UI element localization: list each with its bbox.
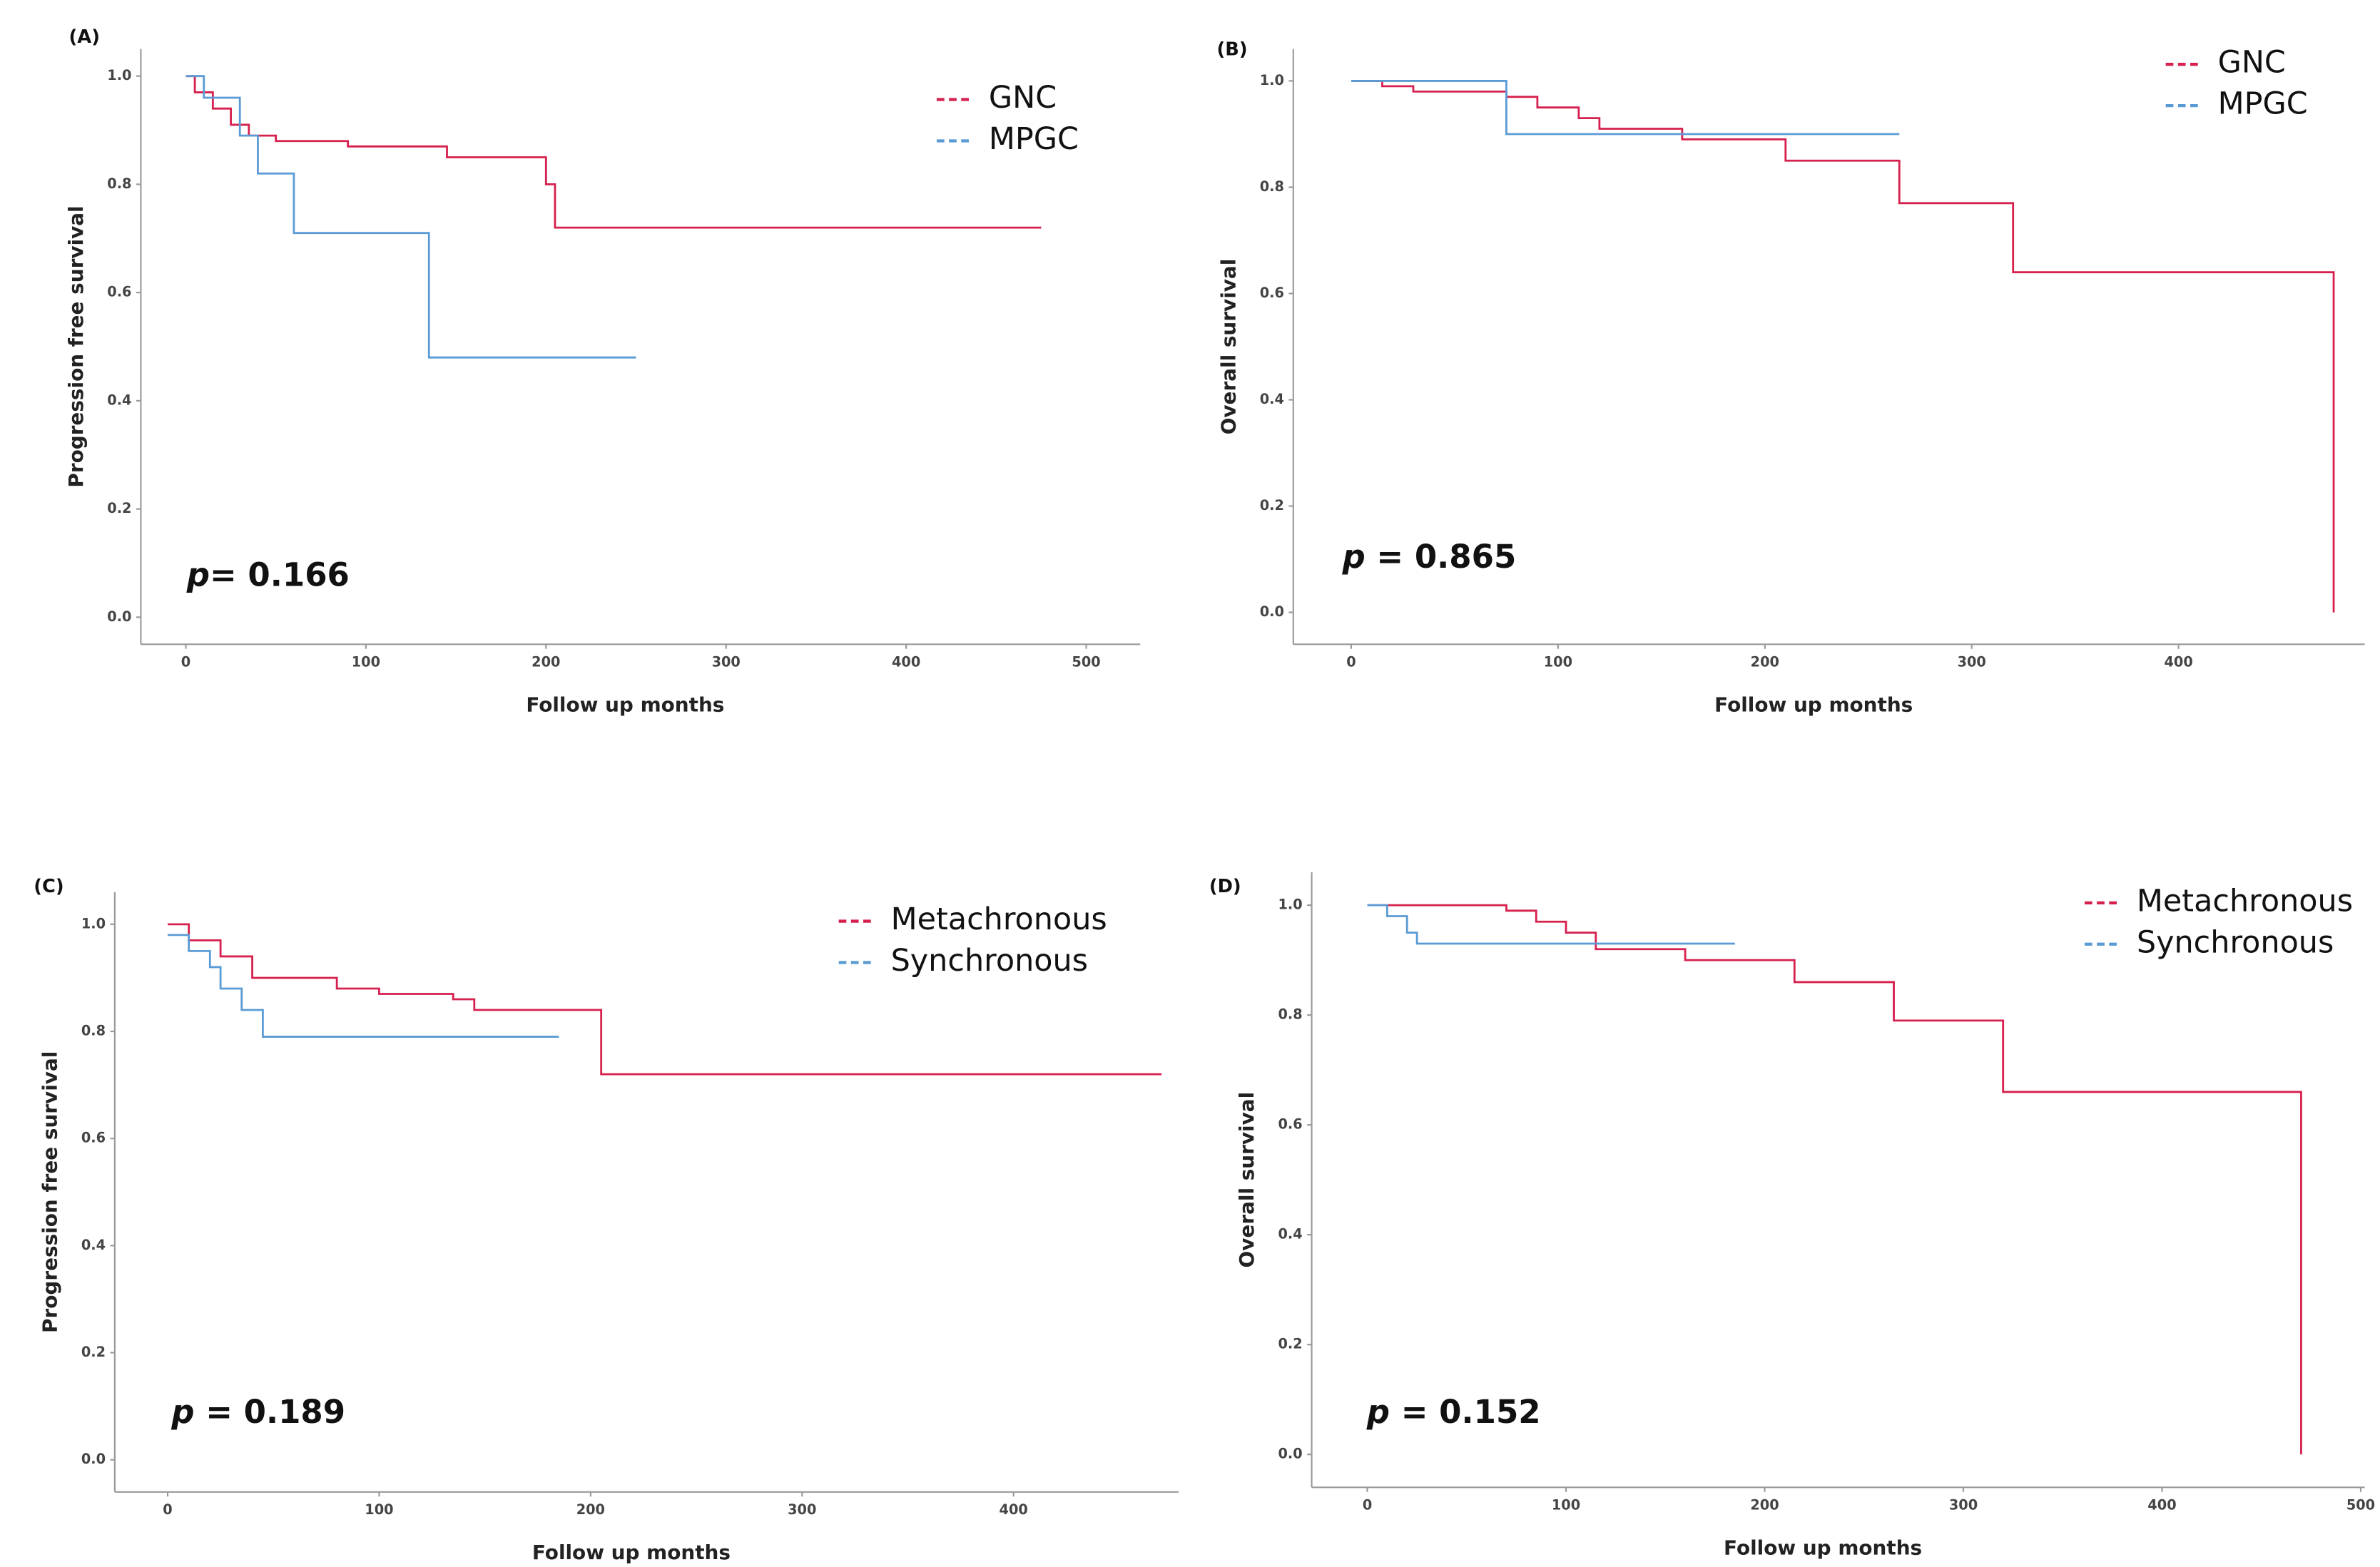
y-tick-label: 0.2 (1260, 497, 1284, 514)
x-axis-label: Follow up months (1724, 1536, 1922, 1560)
legend-label: MPGC (2218, 86, 2308, 122)
legend-label: Synchronous (2137, 924, 2334, 960)
panel: 0 100 200 300 400 0.0 0.2 0.4 0.6 0.8 1.0 Follow up… (1216, 39, 2365, 717)
p-value: p= 0.166 (186, 556, 350, 594)
y-tick-label: 0.2 (1278, 1336, 1302, 1352)
x-tick-label: 100 (1544, 654, 1572, 670)
x-tick-label: 200 (1751, 654, 1779, 670)
survival-curve (1351, 80, 2335, 613)
y-tick-label: 0.6 (81, 1130, 106, 1146)
legend-label: GNC (989, 80, 1057, 116)
y-axis-label: Progression free survival (64, 205, 88, 487)
survival-curve (1367, 904, 1735, 945)
x-tick-label: 200 (576, 1501, 605, 1518)
x-tick-label: 300 (712, 654, 741, 670)
panel: 0 100 200 300 400 500 0.0 0.2 0.4 0.6 0.8 1.0 Follow… (64, 26, 1141, 717)
legend-label: Metachronous (891, 902, 1107, 937)
x-tick-label: 400 (892, 654, 920, 670)
survival-curve (168, 923, 1162, 1076)
y-tick-label: 1.0 (107, 67, 131, 83)
p-symbol: p (1341, 538, 1365, 576)
y-tick-label: 0.2 (107, 500, 131, 516)
panel-label: (C) (34, 876, 63, 897)
y-axis-label: Overall survival (1216, 259, 1240, 435)
p-value: p = 0.865 (1341, 538, 1516, 576)
legend-label: Metachronous (2137, 883, 2353, 919)
x-tick-label: 300 (1949, 1497, 1978, 1514)
p-text: = 0.166 (210, 556, 350, 594)
y-tick-label: 1.0 (81, 915, 106, 931)
legend-label: Synchronous (891, 943, 1088, 979)
y-tick-label: 0.6 (107, 284, 131, 300)
y-axis-label: Overall survival (1235, 1092, 1258, 1268)
y-tick-label: 0.8 (1278, 1006, 1302, 1023)
p-symbol: p (171, 1393, 194, 1431)
y-tick-label: 0.4 (1278, 1226, 1302, 1242)
y-tick-label: 0.0 (81, 1451, 106, 1467)
x-tick-label: 400 (2147, 1497, 2176, 1514)
y-axis-label: Progression free survival (38, 1051, 61, 1333)
y-tick-label: 0.6 (1278, 1116, 1302, 1133)
p-text: = 0.865 (1366, 538, 1517, 576)
x-tick-label: 300 (1958, 654, 1986, 670)
y-tick-label: 0.0 (1260, 603, 1284, 620)
x-axis-label: Follow up months (532, 1541, 731, 1564)
p-text: = 0.152 (1390, 1393, 1541, 1431)
p-value: p = 0.152 (1366, 1393, 1541, 1431)
panel: 0 100 200 300 400 0.0 0.2 0.4 0.6 0.8 1.0 Follow up… (34, 876, 1179, 1564)
x-tick-label: 300 (788, 1501, 816, 1518)
panel-label: (B) (1217, 39, 1248, 60)
y-tick-label: 0.4 (81, 1237, 106, 1253)
y-tick-label: 0.8 (1260, 178, 1284, 195)
x-tick-label: 0 (1346, 654, 1356, 670)
x-tick-label: 500 (2346, 1497, 2375, 1514)
x-tick-label: 400 (1000, 1501, 1028, 1518)
panel: 0 100 200 300 400 500 0.0 0.2 0.4 0.6 0.8 1.0 Follow… (1209, 872, 2375, 1560)
x-axis-label: Follow up months (526, 693, 724, 717)
y-tick-label: 0.4 (1260, 391, 1284, 407)
y-tick-label: 0.0 (107, 608, 131, 625)
y-tick-label: 0.8 (107, 175, 131, 192)
x-tick-label: 200 (532, 654, 560, 670)
y-tick-label: 1.0 (1260, 72, 1284, 88)
panel-label: (A) (69, 26, 100, 48)
legend-label: MPGC (989, 121, 1079, 157)
p-text: = 0.189 (195, 1393, 346, 1431)
survival-curve (1351, 80, 1900, 136)
survival-curve (185, 75, 1042, 229)
x-tick-label: 0 (181, 654, 190, 670)
y-tick-label: 0.0 (1278, 1446, 1302, 1462)
p-symbol: p (1366, 1393, 1390, 1431)
y-tick-label: 0.4 (107, 392, 131, 408)
x-tick-label: 0 (1363, 1497, 1372, 1514)
p-value: p = 0.189 (171, 1393, 345, 1431)
x-tick-label: 100 (352, 654, 380, 670)
x-axis-label: Follow up months (1714, 693, 1913, 717)
x-tick-label: 100 (365, 1501, 393, 1518)
x-tick-label: 0 (163, 1501, 172, 1518)
y-tick-label: 0.8 (81, 1023, 106, 1039)
x-tick-label: 400 (2164, 654, 2192, 670)
p-symbol: p (186, 556, 210, 594)
panel-label: (D) (1209, 876, 1241, 897)
survival-curve (168, 934, 559, 1038)
y-tick-label: 0.2 (81, 1344, 106, 1360)
y-tick-label: 0.6 (1260, 285, 1284, 301)
x-tick-label: 500 (1072, 654, 1100, 670)
survival-curve (1367, 904, 2302, 1455)
legend-label: GNC (2218, 45, 2286, 81)
survival-curve (185, 75, 636, 359)
x-tick-label: 200 (1750, 1497, 1779, 1514)
y-tick-label: 1.0 (1278, 897, 1302, 913)
x-tick-label: 100 (1552, 1497, 1580, 1514)
